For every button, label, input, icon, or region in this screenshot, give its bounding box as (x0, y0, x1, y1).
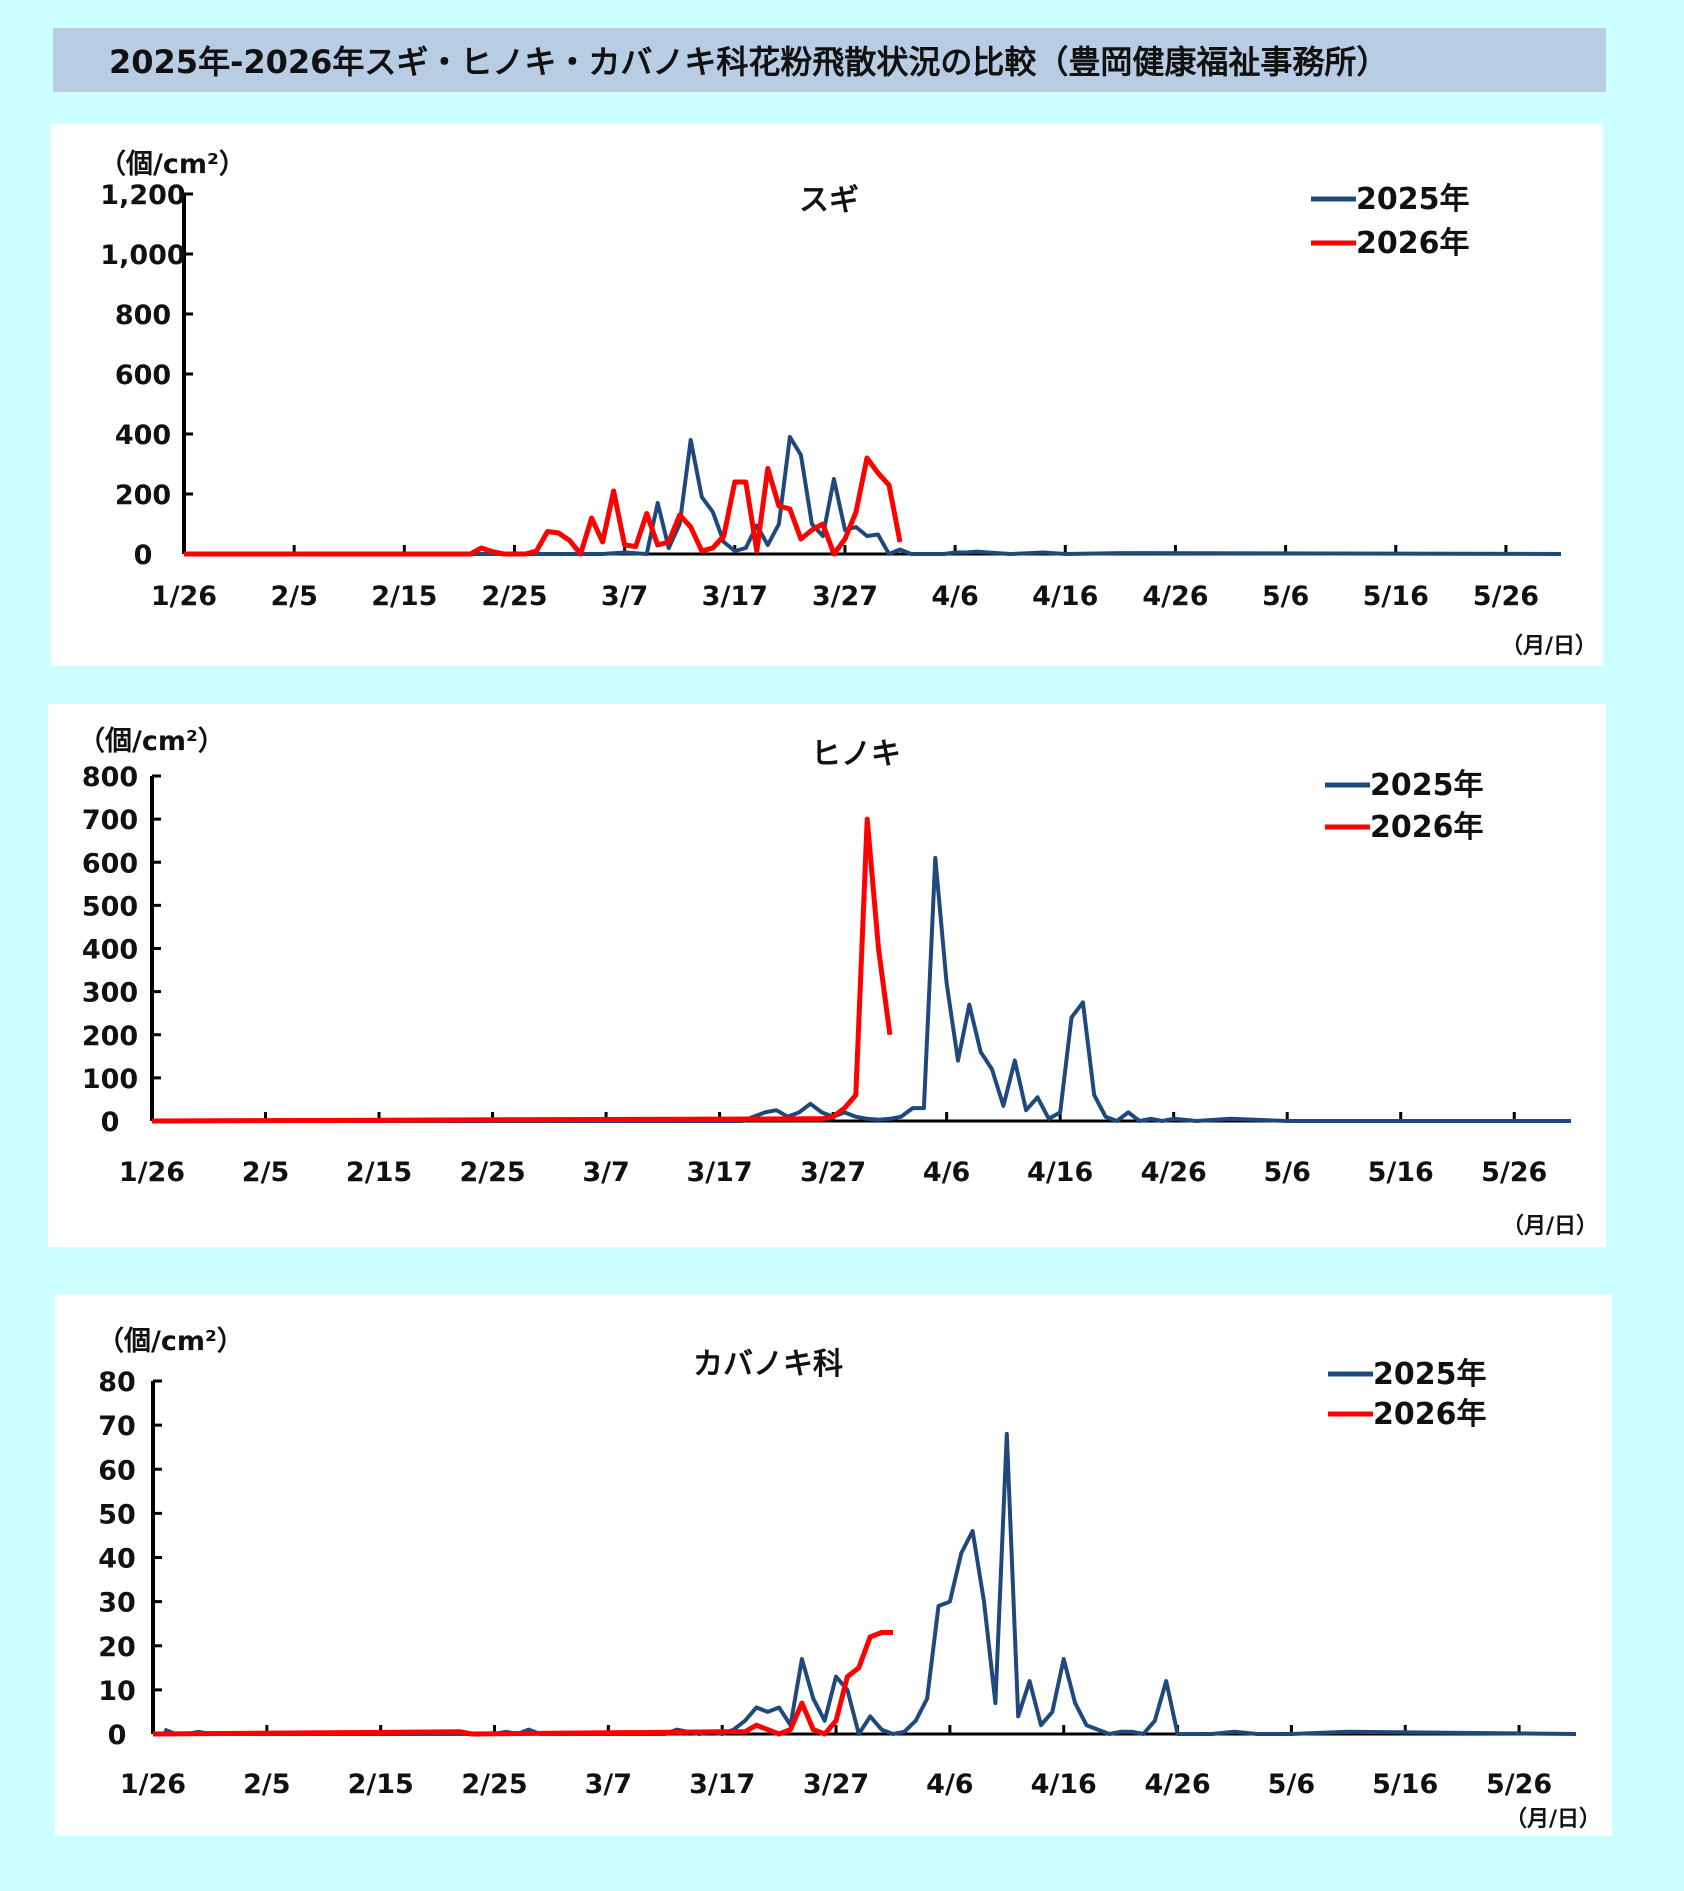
x-tick-label: 3/27 (803, 1769, 869, 1800)
x-tick-label: 5/26 (1481, 1157, 1547, 1188)
x-tick-label: 5/16 (1368, 1157, 1434, 1188)
legend-label-2025: 2025年 (1373, 1357, 1487, 1392)
y-tick-label: 100 (82, 1064, 138, 1095)
x-unit-label: （月/日） (1501, 634, 1597, 659)
x-tick-label: 2/15 (346, 1157, 412, 1188)
x-tick-label: 3/7 (601, 581, 648, 612)
x-unit-label: （月/日） (1502, 1214, 1598, 1239)
y-tick-label: 300 (82, 978, 138, 1009)
x-tick-label: 4/26 (1141, 1157, 1207, 1188)
series-line-2026 (184, 455, 903, 557)
legend-label-2025: 2025年 (1370, 768, 1484, 803)
y-tick-label: 200 (115, 480, 171, 511)
x-tick-label: 2/25 (459, 1157, 525, 1188)
x-unit-label: （月/日） (1505, 1807, 1601, 1832)
x-tick-label: 4/6 (931, 581, 978, 612)
x-tick-label: 2/5 (270, 581, 317, 612)
y-tick-label: 80 (98, 1367, 136, 1398)
x-tick-label: 4/16 (1031, 1769, 1097, 1800)
x-tick-label: 2/15 (371, 581, 437, 612)
x-tick-label: 3/17 (689, 1769, 755, 1800)
y-tick-label: 800 (115, 300, 171, 331)
x-tick-label: 5/26 (1473, 581, 1539, 612)
y-tick-label: 200 (82, 1021, 138, 1052)
y-unit-label: （個/cm²） (99, 149, 246, 180)
chart-title-sugi: スギ (799, 183, 859, 218)
series-line-2026 (152, 1630, 893, 1737)
x-tick-label: 4/26 (1142, 581, 1208, 612)
legend-label-2025: 2025年 (1356, 182, 1470, 217)
x-tick-label: 2/5 (243, 1769, 290, 1800)
y-tick-label: 70 (98, 1411, 136, 1442)
legend-label-2026: 2026年 (1356, 226, 1470, 261)
x-tick-label: 2/5 (242, 1157, 289, 1188)
y-tick-label: 60 (98, 1455, 136, 1486)
y-tick-label: 1,200 (100, 180, 185, 211)
y-tick-label: 1,000 (100, 240, 185, 271)
x-tick-label: 5/6 (1268, 1769, 1315, 1800)
y-tick-label: 10 (98, 1676, 136, 1707)
x-tick-label: 3/17 (702, 581, 768, 612)
y-tick-label: 600 (115, 360, 171, 391)
x-tick-label: 3/27 (812, 581, 878, 612)
y-unit-label: （個/cm²） (78, 726, 225, 757)
x-tick-label: 5/16 (1372, 1769, 1438, 1800)
legend-label-2026: 2026年 (1373, 1397, 1487, 1432)
series-line-2025 (163, 1431, 1577, 1736)
y-tick-label: 500 (82, 891, 138, 922)
y-tick-label: 400 (82, 935, 138, 966)
x-tick-label: 3/27 (800, 1157, 866, 1188)
y-tick-label: 600 (82, 848, 138, 879)
page-title: 2025年-2026年スギ・ヒノキ・カバノキ科花粉飛散状況の比較（豊岡健康福祉事… (109, 43, 1389, 81)
y-unit-label: （個/cm²） (97, 1326, 244, 1357)
chart-panel-hinoki: （個/cm²） ヒノキ 0 100 200 300 400 500 600 700 800 1/26 2… (48, 704, 1606, 1247)
x-tick-label: 5/6 (1263, 1157, 1310, 1188)
x-tick-label: 3/7 (585, 1769, 632, 1800)
x-tick-label: 5/26 (1486, 1769, 1552, 1800)
chart-panel-kabanoki: （個/cm²） カバノキ科 0 10 20 30 40 50 60 70 80 1/26 2/5 2/15… (55, 1294, 1612, 1836)
y-tick-label: 0 (101, 1107, 120, 1138)
y-tick-label: 40 (98, 1544, 136, 1575)
chart-kabanoki: （個/cm²） カバノキ科 0 10 20 30 40 50 60 70 80 1/26 2/5 2/15… (97, 1326, 1601, 1832)
x-tick-label: 4/26 (1144, 1769, 1210, 1800)
x-tick-label: 4/6 (923, 1157, 970, 1188)
y-tick-label: 800 (82, 762, 138, 793)
y-tick-label: 0 (134, 540, 153, 571)
y-tick-label: 0 (108, 1720, 127, 1751)
y-tick-label: 20 (98, 1632, 136, 1663)
x-tick-label: 4/16 (1027, 1157, 1093, 1188)
x-tick-label: 4/16 (1032, 581, 1098, 612)
x-tick-label: 3/7 (582, 1157, 629, 1188)
x-tick-label: 5/6 (1262, 581, 1309, 612)
chart-panel-sugi: （個/cm²） スギ 0 200 400 600 800 1,000 1,200 1/26 2/5 2… (51, 124, 1603, 666)
x-tick-label: 2/15 (348, 1769, 414, 1800)
chart-title-kabanoki: カバノキ科 (693, 1347, 843, 1382)
x-tick-label: 4/6 (926, 1769, 973, 1800)
x-tick-label: 1/26 (120, 1769, 186, 1800)
x-tick-label: 2/25 (481, 581, 547, 612)
x-tick-label: 1/26 (119, 1157, 185, 1188)
x-tick-label: 2/25 (461, 1769, 527, 1800)
series-line-2025 (184, 435, 1562, 556)
y-tick-label: 700 (82, 805, 138, 836)
y-tick-label: 50 (98, 1499, 136, 1530)
series-line-2025 (152, 855, 1571, 1123)
page-title-bar: 2025年-2026年スギ・ヒノキ・カバノキ科花粉飛散状況の比較（豊岡健康福祉事… (53, 28, 1606, 92)
y-tick-label: 30 (98, 1588, 136, 1619)
chart-hinoki: （個/cm²） ヒノキ 0 100 200 300 400 500 600 700 800 1/26 2… (78, 726, 1598, 1239)
legend-label-2026: 2026年 (1370, 810, 1484, 845)
chart-sugi: （個/cm²） スギ 0 200 400 600 800 1,000 1,200 1/26 2/5 2… (99, 149, 1597, 659)
y-tick-label: 400 (115, 420, 171, 451)
series-line-2026 (151, 816, 893, 1124)
x-tick-label: 5/16 (1363, 581, 1429, 612)
chart-title-hinoki: ヒノキ (811, 737, 901, 772)
x-tick-label: 1/26 (151, 581, 217, 612)
x-tick-label: 3/17 (686, 1157, 752, 1188)
